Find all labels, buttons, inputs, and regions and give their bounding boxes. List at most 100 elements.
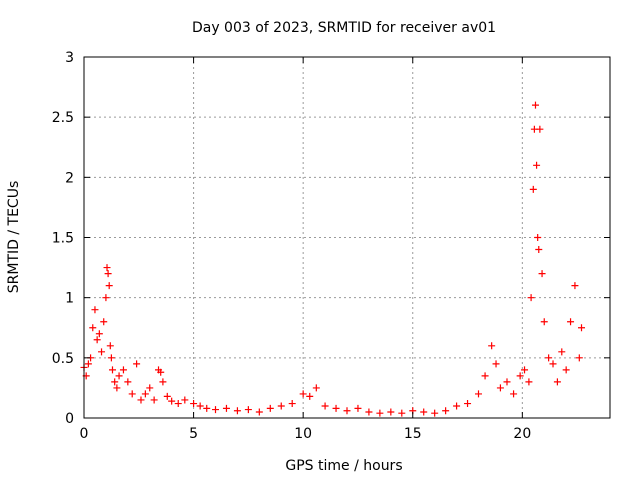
data-point (212, 406, 219, 414)
data-point (538, 270, 546, 278)
y-tick-label: 1.5 (52, 231, 74, 247)
data-point (535, 246, 543, 254)
y-tick-label: 2.5 (52, 110, 74, 126)
data-point (128, 390, 136, 398)
data-point (277, 402, 285, 410)
data-point (575, 354, 583, 362)
data-point (89, 324, 97, 332)
y-tick-label: 2 (65, 170, 74, 186)
data-point (146, 384, 154, 392)
data-point (536, 125, 544, 133)
data-point (343, 407, 351, 415)
data-point (312, 384, 320, 392)
data-point (562, 366, 570, 374)
data-point (105, 282, 113, 290)
x-tick-label: 0 (80, 426, 89, 442)
data-point (106, 342, 114, 350)
data-point (104, 270, 112, 278)
data-point (496, 384, 504, 392)
data-point (545, 354, 553, 362)
data-point (321, 402, 329, 410)
x-tick-label: 5 (189, 426, 198, 442)
data-point (387, 408, 395, 416)
data-point (540, 318, 548, 326)
data-point (531, 101, 539, 109)
data-point (481, 372, 489, 380)
data-point (141, 390, 149, 398)
data-point (553, 378, 561, 386)
y-tick-label: 0 (65, 411, 74, 427)
data-point (84, 360, 92, 368)
data-point (365, 408, 373, 416)
data-point (549, 360, 557, 368)
data-point (95, 330, 103, 338)
data-point (157, 368, 165, 376)
data-point (93, 336, 101, 344)
data-point (299, 390, 307, 398)
data-point (233, 407, 241, 415)
data-point (533, 161, 541, 169)
data-point (108, 366, 116, 374)
data-point (107, 354, 115, 362)
data-point (431, 409, 439, 417)
data-point (119, 366, 127, 374)
data-point (288, 400, 296, 408)
data-point (332, 404, 340, 412)
axis-ticks: 0 5 10 15 20 0 0.5 1 1.5 2 2.5 3 (52, 50, 610, 442)
data-point (98, 348, 106, 356)
grid (84, 57, 610, 418)
y-tick-label: 0.5 (52, 351, 74, 367)
data-point (196, 402, 204, 410)
data-point (115, 372, 123, 380)
data-point (159, 378, 167, 386)
data-point (488, 342, 496, 350)
data-point (529, 185, 537, 193)
data-point (244, 406, 252, 414)
x-tick-label: 10 (294, 426, 312, 442)
data-point (464, 400, 472, 408)
data-point (113, 384, 121, 392)
data-point (222, 404, 230, 412)
data-point (578, 324, 586, 332)
chart-title: Day 003 of 2023, SRMTID for receiver av0… (192, 20, 496, 36)
data-point (527, 294, 535, 302)
data-point (306, 392, 314, 400)
x-axis-label: GPS time / hours (285, 458, 402, 474)
data-point (503, 378, 511, 386)
data-point (558, 348, 566, 356)
x-tick-label: 20 (513, 426, 531, 442)
data-point (567, 318, 575, 326)
data-point (516, 372, 524, 380)
data-point (203, 404, 211, 412)
plot-frame (83, 56, 611, 419)
data-point (475, 390, 482, 398)
data-point (150, 396, 158, 404)
data-point (124, 378, 132, 386)
y-tick-label: 1 (65, 291, 74, 307)
data-point (420, 408, 428, 416)
y-axis-label: SRMTID / TECUs (6, 181, 22, 294)
data-point (510, 390, 518, 398)
data-point (398, 409, 406, 417)
data-point (181, 396, 189, 404)
data-point (534, 234, 542, 241)
data-point (91, 306, 99, 314)
data-point (137, 396, 145, 404)
data-point (168, 397, 176, 405)
data-point (111, 378, 119, 386)
data-points (80, 101, 586, 417)
data-point (255, 408, 263, 416)
data-point (521, 366, 529, 374)
data-point (133, 360, 141, 368)
data-point (442, 407, 450, 415)
data-point (266, 404, 274, 412)
data-point (163, 392, 171, 400)
data-point (174, 400, 182, 408)
data-point (571, 282, 579, 290)
data-point (103, 264, 111, 272)
data-point (376, 409, 384, 417)
data-point (492, 360, 500, 368)
data-point (354, 404, 362, 412)
y-tick-label: 3 (65, 50, 74, 66)
